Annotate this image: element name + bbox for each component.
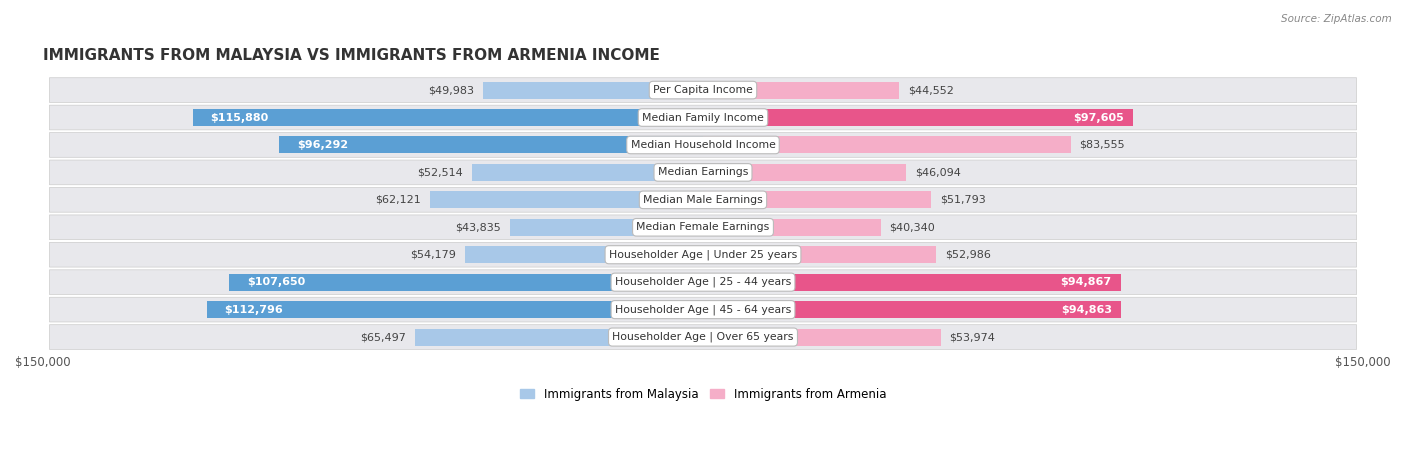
Text: $96,292: $96,292	[297, 140, 347, 150]
FancyBboxPatch shape	[49, 325, 1357, 349]
Text: $43,835: $43,835	[456, 222, 502, 232]
Bar	[703, 109, 1133, 126]
Text: $49,983: $49,983	[429, 85, 474, 95]
Text: $52,986: $52,986	[945, 250, 991, 260]
Bar	[510, 219, 703, 236]
Legend: Immigrants from Malaysia, Immigrants from Armenia: Immigrants from Malaysia, Immigrants fro…	[515, 383, 891, 405]
Bar	[703, 246, 936, 263]
Text: $52,514: $52,514	[418, 167, 463, 177]
Bar	[703, 219, 880, 236]
Text: $97,605: $97,605	[1073, 113, 1123, 122]
Bar	[703, 164, 905, 181]
Text: $115,880: $115,880	[211, 113, 269, 122]
Text: $46,094: $46,094	[915, 167, 960, 177]
Bar	[229, 274, 703, 290]
Bar	[464, 246, 703, 263]
Text: $40,340: $40,340	[890, 222, 935, 232]
Text: Householder Age | 25 - 44 years: Householder Age | 25 - 44 years	[614, 277, 792, 287]
FancyBboxPatch shape	[49, 242, 1357, 267]
Text: Householder Age | Under 25 years: Householder Age | Under 25 years	[609, 249, 797, 260]
Text: $62,121: $62,121	[375, 195, 420, 205]
Bar	[703, 274, 1121, 290]
Text: $112,796: $112,796	[224, 304, 283, 315]
Bar	[472, 164, 703, 181]
Bar	[703, 329, 941, 346]
FancyBboxPatch shape	[49, 105, 1357, 130]
Text: $65,497: $65,497	[360, 332, 406, 342]
Text: $51,793: $51,793	[939, 195, 986, 205]
Text: Median Earnings: Median Earnings	[658, 167, 748, 177]
FancyBboxPatch shape	[49, 270, 1357, 295]
Bar	[193, 109, 703, 126]
FancyBboxPatch shape	[49, 297, 1357, 322]
Text: $94,867: $94,867	[1060, 277, 1112, 287]
Text: Median Male Earnings: Median Male Earnings	[643, 195, 763, 205]
Text: Householder Age | Over 65 years: Householder Age | Over 65 years	[612, 332, 794, 342]
Bar	[703, 136, 1071, 154]
Text: $54,179: $54,179	[411, 250, 456, 260]
Bar	[703, 301, 1121, 318]
FancyBboxPatch shape	[49, 78, 1357, 102]
Text: $107,650: $107,650	[247, 277, 305, 287]
Text: $94,863: $94,863	[1060, 304, 1112, 315]
Text: $53,974: $53,974	[949, 332, 995, 342]
FancyBboxPatch shape	[49, 215, 1357, 240]
Text: Median Household Income: Median Household Income	[630, 140, 776, 150]
Text: $44,552: $44,552	[908, 85, 953, 95]
FancyBboxPatch shape	[49, 160, 1357, 185]
Text: Householder Age | 45 - 64 years: Householder Age | 45 - 64 years	[614, 304, 792, 315]
Bar	[703, 191, 931, 208]
Bar	[207, 301, 703, 318]
Bar	[703, 82, 898, 99]
Text: Source: ZipAtlas.com: Source: ZipAtlas.com	[1281, 14, 1392, 24]
Bar	[430, 191, 703, 208]
FancyBboxPatch shape	[49, 187, 1357, 212]
Text: $83,555: $83,555	[1080, 140, 1125, 150]
Text: IMMIGRANTS FROM MALAYSIA VS IMMIGRANTS FROM ARMENIA INCOME: IMMIGRANTS FROM MALAYSIA VS IMMIGRANTS F…	[42, 48, 659, 63]
Text: Per Capita Income: Per Capita Income	[652, 85, 754, 95]
Bar	[484, 82, 703, 99]
Bar	[415, 329, 703, 346]
Bar	[280, 136, 703, 154]
Text: Median Female Earnings: Median Female Earnings	[637, 222, 769, 232]
FancyBboxPatch shape	[49, 133, 1357, 157]
Text: Median Family Income: Median Family Income	[643, 113, 763, 122]
